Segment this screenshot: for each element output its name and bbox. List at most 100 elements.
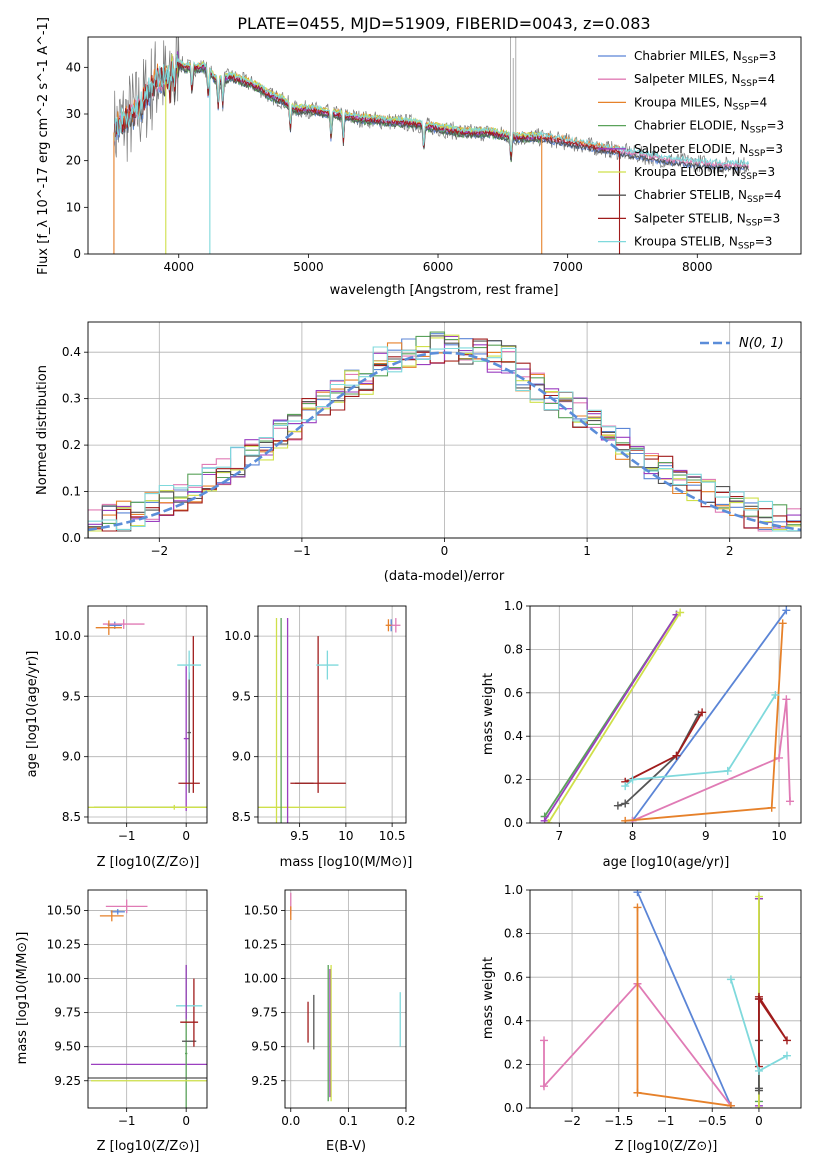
data-point-marker	[782, 1051, 791, 1060]
data-point-marker	[621, 799, 630, 808]
axes-frame: 4000 5000 6000 7000 8000 0 10 20 30 40	[66, 36, 802, 274]
y-tick-label: 30	[66, 107, 81, 121]
y-axis-label: Flux [f_λ 10^-17 erg cm^-2 s^-1 A^-1]	[36, 17, 51, 275]
y-tick-label: 9.25	[251, 1074, 278, 1088]
x-tick-label: 10.5	[379, 829, 406, 843]
legend-entry: Salpeter STELIB, NSSP=3	[634, 211, 780, 228]
x-tick-label: 10	[771, 829, 786, 843]
series-line	[165, 54, 542, 160]
y-tick-label: 0.3	[62, 392, 81, 406]
y-tick-label: 40	[66, 60, 81, 74]
x-tick-label: 5000	[293, 260, 324, 274]
plot-area	[88, 899, 207, 1108]
residual-histogram-panel: −2 −1 0 1 2 0.0 0.1 0.2 0.3 0.4 (data-model)/error…	[35, 321, 802, 584]
x-tick-label: 9.5	[290, 829, 309, 843]
y-tick-label: 10.25	[47, 938, 81, 952]
series-line	[632, 699, 791, 822]
data-point-marker	[782, 1036, 791, 1045]
axes-border	[87, 889, 208, 1109]
legend-entry: Kroupa MILES, NSSP=4	[634, 95, 767, 112]
x-tick-label: 0	[182, 829, 190, 843]
y-tick-label: 9.75	[251, 1006, 278, 1020]
plot-area	[88, 619, 207, 811]
series-line	[543, 614, 678, 822]
x-tick-label: 1	[583, 544, 591, 558]
age-vs-metallicity-panel: −1 0 8.5 9.0 9.5 10.0 Z [log10(Z/Z⊙)] age [log1…	[25, 605, 208, 870]
y-tick-label: 9.25	[54, 1074, 81, 1088]
legend-entry: Salpeter MILES, NSSP=4	[634, 72, 775, 89]
x-axis-label: E(B-V)	[326, 1139, 366, 1154]
y-axis-label: Normed distribution	[35, 365, 50, 495]
y-tick-label: 10.0	[224, 629, 251, 643]
data-point-marker	[754, 992, 763, 1001]
series-line	[547, 612, 681, 823]
mass-weight-vs-metallicity-panel: −2 −1.5 −1 −0.5 0 0.0 0.2 0.4 0.6 0.8 1.0 Z [log10(…	[481, 883, 802, 1154]
y-tick-label: 10.50	[47, 903, 81, 917]
spectrum-legend: Chabrier MILES, NSSP=3 Salpeter MILES, NS…	[598, 49, 784, 252]
figure-title: PLATE=0455, MJD=51909, FIBERID=0043, z=0…	[237, 14, 650, 33]
data-point-marker	[633, 1088, 642, 1097]
x-axis-label: wavelength [Angstrom, rest frame]	[330, 283, 559, 298]
y-axis-label: mass weight	[481, 957, 496, 1039]
x-tick-label: 0.2	[396, 1114, 415, 1128]
data-point-marker	[723, 766, 732, 775]
y-tick-label: 9.0	[232, 750, 251, 764]
series-line	[636, 891, 732, 1107]
x-tick-label: 0	[182, 1114, 190, 1128]
data-point-marker	[754, 1104, 763, 1108]
axes-frame: 0.0 0.1 0.2 9.25 9.50 9.75 10.00 10.25 10.50	[244, 889, 416, 1128]
axes-border	[87, 605, 208, 824]
x-tick-label: −1	[293, 544, 311, 558]
series-line	[758, 996, 788, 1067]
x-tick-label: 8	[629, 829, 637, 843]
y-axis-label: age [log10(age/yr)]	[25, 651, 40, 778]
y-tick-label: 0.6	[504, 686, 523, 700]
x-tick-label: −0.5	[698, 1114, 727, 1128]
data-point-marker	[726, 975, 735, 984]
histogram-step	[88, 346, 801, 538]
y-tick-label: 0.2	[504, 773, 523, 787]
axes-frame: −1 0 8.5 9.0 9.5 10.0	[54, 605, 208, 843]
x-axis-label: (data-model)/error	[384, 569, 505, 584]
data-point-marker	[540, 1082, 549, 1091]
x-axis-label: Z [log10(Z/Z⊙)]	[97, 855, 200, 870]
x-tick-label: −1	[118, 829, 136, 843]
axes-border	[257, 605, 407, 824]
y-tick-label: 0.0	[504, 816, 523, 830]
data-point-marker	[676, 608, 685, 617]
y-tick-label: 0.8	[504, 642, 523, 656]
x-tick-label: 4000	[163, 260, 194, 274]
axes-frame: −2 −1 0 1 2 0.0 0.1 0.2 0.3 0.4	[62, 321, 802, 558]
x-tick-label: −2	[563, 1114, 581, 1128]
data-point-marker	[540, 1036, 549, 1045]
x-tick-label: 0	[755, 1114, 763, 1128]
y-tick-label: 0.4	[504, 1014, 523, 1028]
plot-area	[540, 890, 791, 1108]
y-tick-label: 1.0	[504, 883, 523, 897]
series-line	[631, 609, 788, 822]
x-tick-label: −1.5	[604, 1114, 633, 1128]
legend-entry: Kroupa STELIB, NSSP=3	[634, 235, 772, 252]
x-tick-label: 0.0	[281, 1114, 300, 1128]
data-point-marker	[754, 892, 763, 901]
y-tick-label: 10	[66, 200, 81, 214]
data-point-marker	[698, 708, 707, 717]
y-tick-label: 0.2	[62, 438, 81, 452]
data-point-marker	[771, 690, 780, 699]
mass-weight-vs-age-panel: 7 8 9 10 0.0 0.2 0.4 0.6 0.8 1.0 age [log10(age/yr…	[481, 599, 802, 870]
data-point-marker	[628, 775, 637, 784]
x-tick-label: −1	[657, 1114, 675, 1128]
y-tick-label: 1.0	[504, 599, 523, 613]
y-tick-label: 0.1	[62, 485, 81, 499]
age-vs-mass-panel: 9.5 10 10.5 8.5 9.0 9.5 10.0 mass [log10(M/M⊙)]	[224, 605, 412, 870]
mass-vs-extinction-panel: 0.0 0.1 0.2 9.25 9.50 9.75 10.00 10.25 10.50 E(B-…	[244, 889, 416, 1154]
plot-area	[258, 618, 401, 823]
x-tick-label: 7000	[552, 260, 583, 274]
x-tick-label: 9	[702, 829, 710, 843]
data-point-marker	[540, 816, 549, 823]
data-point-marker	[754, 1066, 763, 1075]
histogram-step	[88, 338, 801, 538]
gaussian-curve	[88, 351, 801, 532]
legend-entry: Kroupa ELODIE, NSSP=3	[634, 165, 775, 182]
